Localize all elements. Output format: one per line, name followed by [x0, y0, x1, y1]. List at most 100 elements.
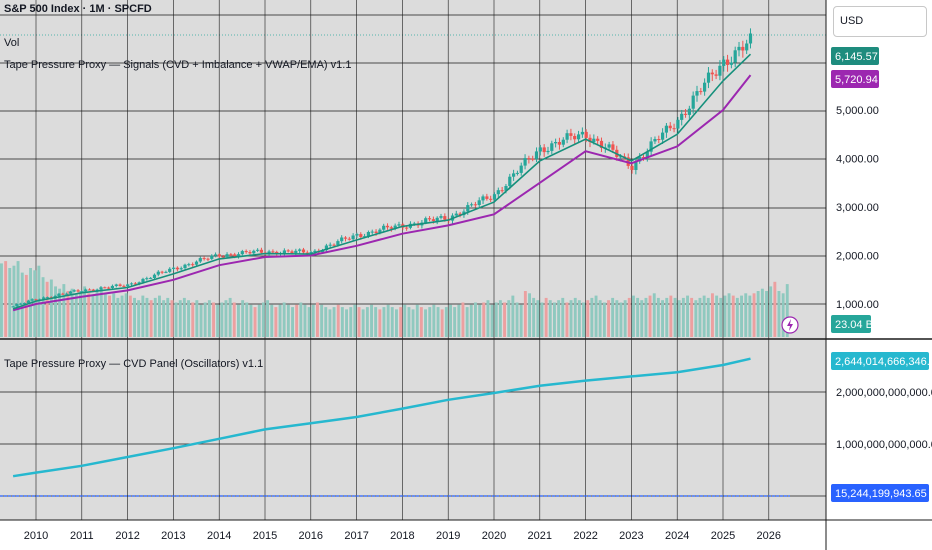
candle-body: [473, 204, 477, 206]
candle-body: [546, 150, 550, 153]
candle-body: [198, 258, 202, 262]
candle-body: [512, 173, 516, 177]
volume-bar: [474, 302, 477, 337]
volume-bar: [557, 300, 561, 337]
volume-bar: [511, 295, 515, 337]
volume-label[interactable]: Vol: [4, 37, 20, 49]
symbol-title[interactable]: S&P 500 Index · 1M · SPCFD: [4, 3, 152, 15]
candle-body: [588, 137, 592, 142]
volume-bar: [677, 300, 681, 337]
candle-body: [202, 258, 206, 260]
candle-body: [183, 264, 187, 269]
volume-bar: [673, 297, 677, 337]
volume-bar: [760, 288, 764, 337]
volume-bar: [607, 300, 610, 337]
volume-bar: [299, 302, 303, 337]
volume-bar: [365, 307, 369, 337]
volume-bar: [777, 291, 781, 337]
candle-body: [424, 218, 428, 223]
candle-body: [76, 290, 80, 292]
candle-body: [206, 258, 210, 260]
volume-bar: [623, 300, 627, 337]
volume-bar: [419, 307, 423, 337]
volume-bar: [87, 293, 91, 337]
currency-button[interactable]: USD: [833, 6, 927, 37]
candle-body: [714, 74, 718, 76]
candle-body: [523, 158, 527, 166]
volume-bar: [415, 304, 419, 337]
candle-body: [599, 140, 604, 148]
candle-body: [584, 131, 588, 138]
time-tick-label: 2015: [253, 530, 277, 542]
volume-bar: [494, 302, 498, 337]
candle-body: [672, 128, 676, 130]
time-tick-label: 2021: [528, 530, 552, 542]
time-tick-label: 2011: [70, 530, 94, 542]
candle-body: [580, 131, 584, 135]
candle-body: [710, 72, 714, 75]
volume-bar: [345, 309, 348, 337]
candle-body: [267, 251, 271, 254]
volume-bar: [311, 304, 315, 337]
candle-body: [103, 287, 107, 289]
candle-body: [298, 249, 302, 251]
volume-bar: [723, 295, 727, 337]
price-tick-label: 1,000.00: [836, 299, 879, 311]
candle-body: [748, 33, 753, 44]
volume-bar: [719, 297, 723, 337]
volume-bar: [374, 307, 378, 337]
volume-bar: [395, 309, 398, 337]
volume-bar: [528, 293, 531, 337]
candle-body: [496, 190, 500, 195]
candle-body: [531, 158, 535, 160]
price-tick-label: 4,000.00: [836, 154, 879, 166]
candle-body: [152, 274, 157, 278]
volume-bar: [195, 300, 199, 337]
candle-body: [343, 237, 348, 239]
candle-body: [561, 139, 565, 145]
volume-bar: [357, 307, 361, 337]
candle-body: [122, 285, 126, 287]
volume-bar: [632, 295, 635, 337]
volume-bar: [498, 300, 502, 337]
candle-body: [259, 249, 263, 253]
volume-bar: [615, 300, 619, 337]
candle-body: [405, 227, 409, 229]
candle-body: [607, 144, 611, 148]
time-tick-label: 2020: [482, 530, 506, 542]
volume-bar: [45, 281, 49, 337]
volume-bar: [428, 307, 432, 337]
candle-body: [332, 244, 336, 246]
volume-bar: [124, 293, 128, 337]
candle-body: [351, 235, 355, 240]
candle-body: [15, 304, 19, 307]
volume-bar: [785, 284, 789, 337]
candle-body: [256, 249, 260, 251]
candle-body: [691, 95, 695, 109]
candle-body: [435, 217, 439, 221]
candle-body: [164, 271, 168, 273]
candle-body: [141, 278, 145, 283]
volume-bar: [407, 307, 411, 337]
candle-body: [363, 236, 367, 238]
volume-bar: [507, 300, 511, 337]
cvd-badge-bg: [831, 352, 929, 370]
time-tick-label: 2017: [344, 530, 368, 542]
candle-body: [706, 72, 711, 83]
volume-bar: [715, 295, 719, 337]
volume-bar: [503, 302, 506, 337]
volume-bar: [220, 302, 224, 337]
volume-bar: [224, 300, 228, 337]
volume-bar: [108, 295, 111, 337]
candle-body: [668, 125, 672, 129]
volume-bar: [270, 304, 274, 337]
candle-body: [722, 59, 726, 66]
price-badge-bg: [831, 47, 879, 65]
candle-body: [324, 245, 328, 251]
oscillator-label[interactable]: Tape Pressure Proxy — CVD Panel (Oscilla…: [4, 358, 264, 370]
candle-body: [149, 277, 153, 279]
candle-body: [68, 291, 72, 294]
indicator-label[interactable]: Tape Pressure Proxy — Signals (CVD + Imb…: [4, 59, 352, 71]
